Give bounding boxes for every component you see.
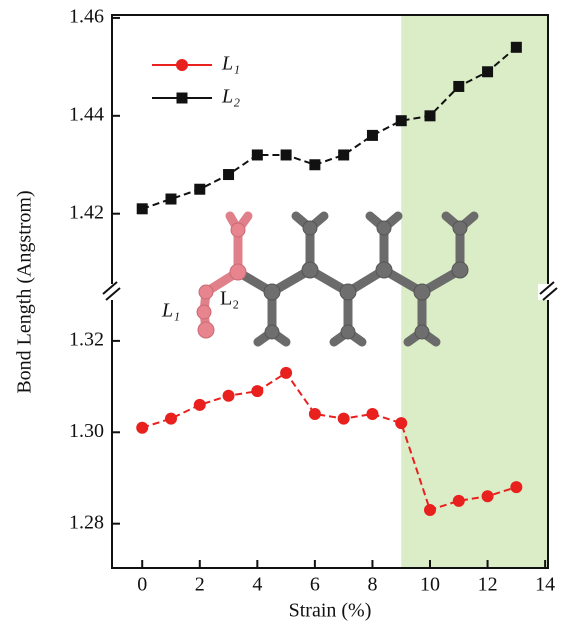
marker [338,413,350,425]
marker [510,481,522,493]
marker [280,367,292,379]
marker [425,110,436,121]
chart: L₁ L₂ 0 2 4 6 8 10 12 14 1.42 1.44 1.46 1.28 1.30 1.3… [0,0,563,628]
x-tick-label: 2 [195,574,205,596]
marker [482,66,493,77]
y-tick-label: 1.46 [69,6,104,28]
legend-label: L₁ [221,53,240,75]
marker [511,42,522,53]
marker [223,390,235,402]
y-tick-label: 1.42 [69,201,104,223]
marker [194,399,206,411]
y-tick-label: 1.44 [69,103,104,125]
marker [252,149,263,160]
y-axis-label: Bond Length (Angstrom) [14,190,36,393]
marker [396,115,407,126]
legend-marker [177,93,188,104]
x-tick-label: 14 [535,574,555,596]
annotation: L₁ [161,300,180,322]
marker [366,408,378,420]
marker [309,159,320,170]
x-tick-label: 8 [367,574,377,596]
marker [137,203,148,214]
marker [424,504,436,516]
marker [281,149,292,160]
marker [165,413,177,425]
y-tick-label: 1.28 [69,511,104,533]
marker [165,194,176,205]
y-tick-label: 1.30 [69,420,104,442]
marker [367,130,378,141]
marker [482,490,494,502]
legend-label: L₂ [221,86,240,108]
marker [309,408,321,420]
annotation: L₂ [220,288,239,310]
x-tick-label: 4 [252,574,262,596]
marker [136,422,148,434]
y-tick-label: 1.32 [69,328,104,350]
x-tick-label: 0 [137,574,147,596]
x-tick-label: 6 [310,574,320,596]
legend-marker [176,59,188,71]
marker [395,417,407,429]
marker [453,495,465,507]
marker [251,385,263,397]
marker [453,81,464,92]
marker [194,184,205,195]
x-axis-label: Strain (%) [289,600,372,622]
marker [223,169,234,180]
marker [338,149,349,160]
x-tick-label: 12 [478,574,498,596]
x-tick-label: 10 [420,574,440,596]
